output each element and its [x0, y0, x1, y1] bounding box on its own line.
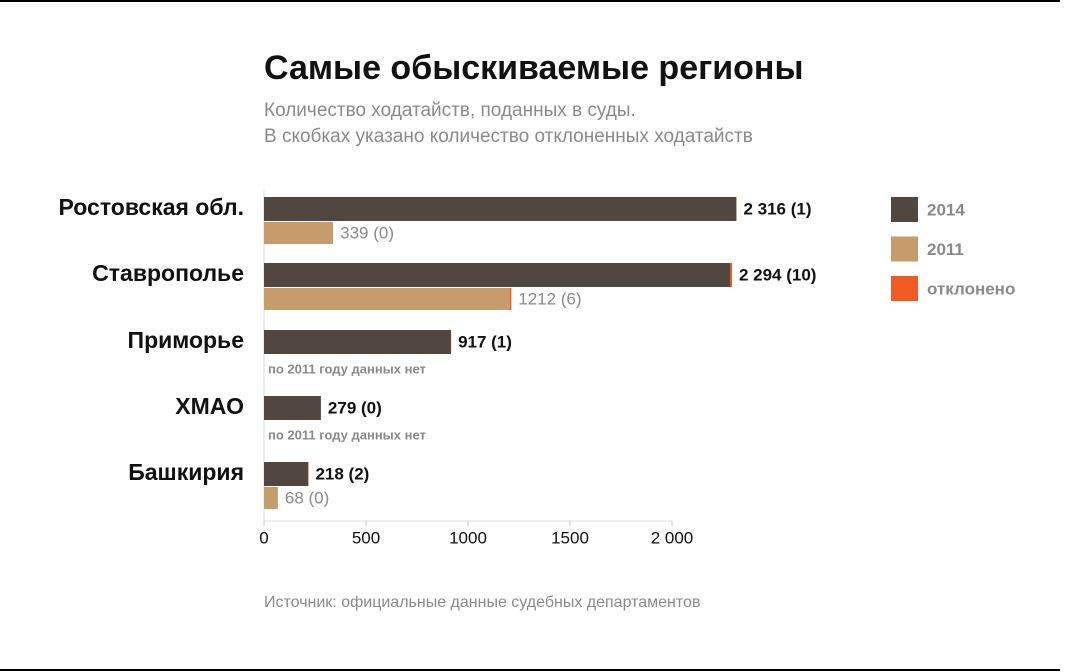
- category-label: Приморье: [128, 327, 244, 353]
- value-label: 1212 (6): [518, 289, 581, 308]
- bar: [264, 288, 512, 310]
- category-label: ХМАО: [175, 393, 244, 419]
- legend-swatch: [891, 276, 918, 301]
- value-label: 917 (1): [458, 332, 512, 351]
- bar: [264, 462, 309, 486]
- value-label: 68 (0): [285, 488, 329, 507]
- legend-swatch: [891, 197, 918, 222]
- source: Источник: официальные данные судебных де…: [264, 594, 700, 611]
- no-data-note: по 2011 году данных нет: [268, 427, 426, 442]
- bar: [264, 197, 737, 221]
- category-label: Ставрополье: [92, 260, 244, 286]
- legend-label: 2014: [927, 200, 965, 219]
- category-label: Ростовская обл.: [59, 194, 244, 220]
- x-tick-label: 1500: [551, 528, 589, 547]
- legend-label: отклонено: [927, 279, 1015, 298]
- value-label: 2 316 (1): [743, 199, 811, 218]
- value-label: 279 (0): [328, 398, 382, 417]
- rejected-segment: [510, 288, 512, 310]
- legend-swatch: [891, 236, 918, 262]
- subtitle: В скобках указано количество отклоненных…: [264, 126, 753, 147]
- value-label: 2 294 (10): [739, 265, 817, 284]
- bar: [264, 330, 452, 354]
- bar: [264, 263, 732, 287]
- subtitle: Количество ходатайств, поданных в суды.: [264, 100, 636, 121]
- category-label: Башкирия: [128, 459, 244, 485]
- x-tick-label: 1000: [449, 528, 487, 547]
- chart-title: Самые обыскиваемые регионы: [264, 49, 804, 87]
- value-label: 218 (2): [315, 464, 369, 483]
- bar: [264, 222, 334, 244]
- value-label: 339 (0): [340, 223, 394, 242]
- bar: [264, 396, 321, 420]
- bar: [264, 487, 278, 509]
- no-data-note: по 2011 году данных нет: [268, 361, 426, 376]
- legend-label: 2011: [927, 240, 964, 259]
- x-tick-label: 500: [352, 528, 380, 547]
- x-tick-label: 0: [259, 528, 268, 547]
- rejected-segment: [729, 263, 732, 287]
- x-tick-label: 2 000: [651, 528, 694, 547]
